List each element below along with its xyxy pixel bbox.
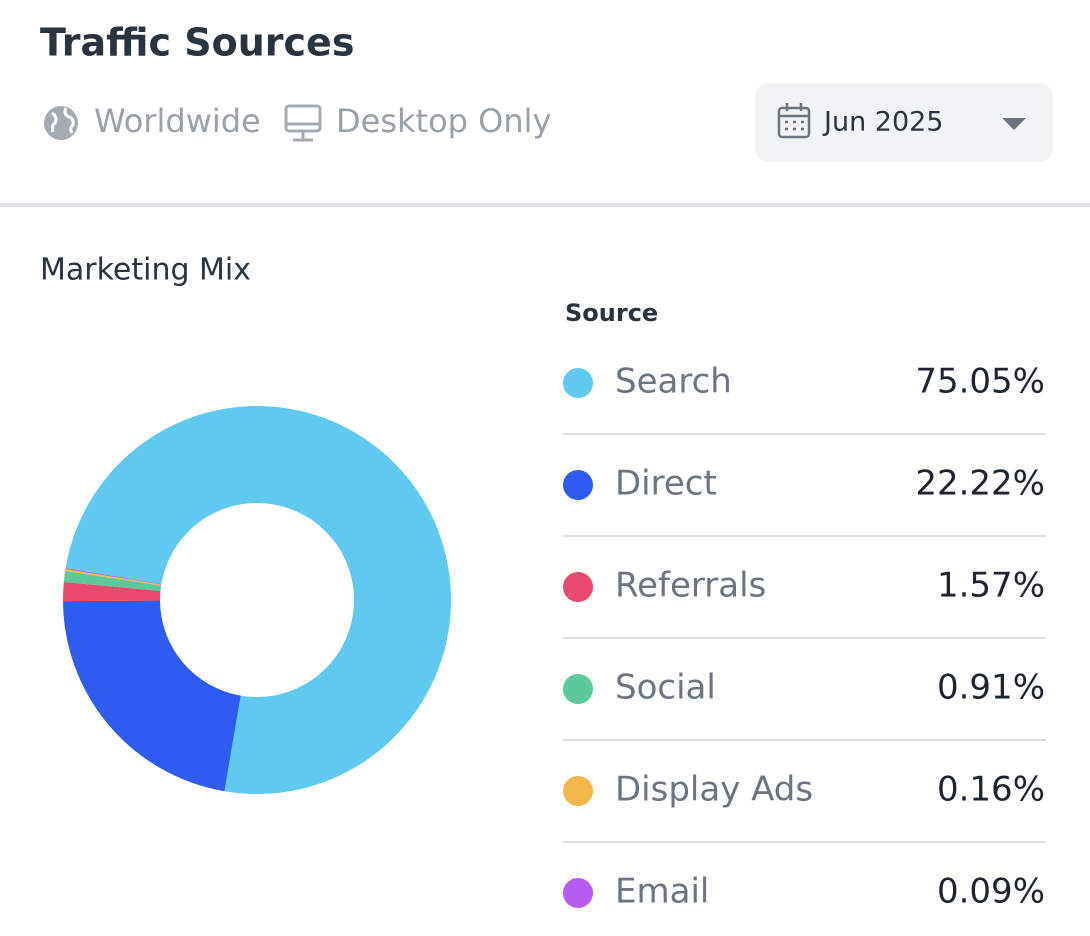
legend-label: Social bbox=[615, 668, 716, 708]
legend-label: Display Ads bbox=[615, 770, 813, 810]
donut-slice bbox=[65, 569, 162, 586]
legend-dot bbox=[563, 368, 593, 398]
region-filter[interactable]: Worldwide bbox=[94, 102, 261, 140]
date-button[interactable] bbox=[755, 83, 1053, 162]
donut-slice bbox=[63, 570, 162, 591]
legend-title: Source bbox=[565, 299, 658, 327]
legend-value: 0.91% bbox=[937, 668, 1045, 708]
device-filter[interactable]: Desktop Only bbox=[336, 102, 551, 140]
legend-dot bbox=[563, 572, 593, 602]
legend-value: 0.09% bbox=[937, 872, 1045, 912]
legend-value: 1.57% bbox=[937, 566, 1045, 606]
legend-value: 22.22% bbox=[915, 464, 1045, 504]
legend-dot bbox=[563, 470, 593, 500]
legend-dot bbox=[563, 776, 593, 806]
divider bbox=[0, 203, 1090, 207]
donut-slice bbox=[63, 600, 241, 792]
legend-label: Referrals bbox=[615, 566, 766, 606]
donut-slice bbox=[65, 567, 162, 585]
date-label: Jun 2025 bbox=[822, 107, 943, 138]
legend-value: 75.05% bbox=[915, 362, 1045, 402]
legend-label: Search bbox=[615, 362, 732, 402]
dropdown-caret bbox=[1002, 118, 1026, 130]
legend-label: Email bbox=[615, 872, 709, 912]
page-title: Traffic Sources bbox=[40, 21, 354, 65]
legend-value: 0.16% bbox=[937, 770, 1045, 810]
monitor-icon bbox=[284, 104, 322, 142]
calendar-icon bbox=[777, 103, 811, 139]
date-picker[interactable]: Jun 2025 bbox=[755, 83, 1053, 162]
donut-slice bbox=[65, 406, 451, 794]
legend-dot bbox=[563, 674, 593, 704]
chart-title: Marketing Mix bbox=[40, 253, 251, 288]
globe-icon bbox=[44, 106, 78, 140]
donut-slice bbox=[63, 581, 161, 602]
legend-label: Direct bbox=[615, 464, 717, 504]
legend-dot bbox=[563, 878, 593, 908]
